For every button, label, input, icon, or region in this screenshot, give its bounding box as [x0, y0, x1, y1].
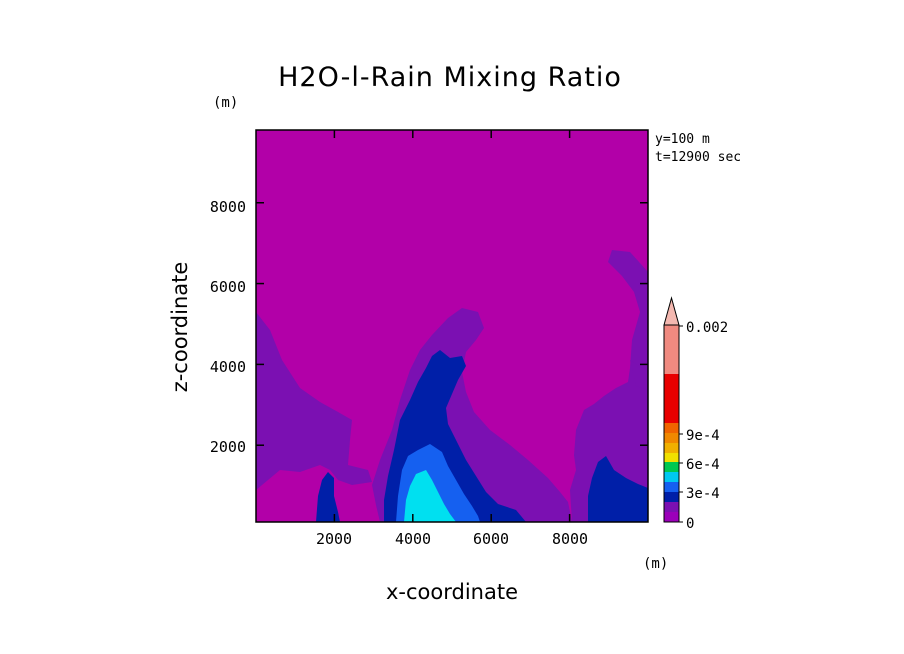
colorbar-frame — [663, 324, 680, 523]
y-tick-label-2000: 2000 — [210, 438, 246, 456]
chart-title: H2O-l-Rain Mixing Ratio — [278, 62, 622, 93]
colorbar-label-3e-4: 3e-4 — [686, 486, 720, 502]
colorbar-label-6e-4: 6e-4 — [686, 457, 720, 473]
colorbar-segment-9 — [664, 423, 679, 433]
y-tick-label-8000: 8000 — [210, 198, 246, 216]
contour-level-2-left-spike — [316, 472, 340, 522]
colorbar-segment-0 — [664, 512, 679, 522]
x-tick-label-4000: 4000 — [395, 530, 431, 548]
colorbar — [663, 296, 683, 523]
colorbar-extend-triangle — [663, 296, 680, 326]
x-unit-label: (m) — [643, 556, 668, 572]
colorbar-segment-3 — [664, 482, 679, 492]
y-tick-label-6000: 6000 — [210, 278, 246, 296]
axis-ticks — [256, 130, 648, 522]
contour-field — [256, 130, 648, 522]
colorbar-segment-7 — [664, 443, 679, 453]
contour-level-1-right — [570, 250, 648, 522]
contour-level-4 — [404, 470, 456, 522]
colorbar-segment-6 — [664, 453, 679, 462]
colorbar-label-0.002: 0.002 — [686, 320, 728, 336]
contour-level-2-right — [588, 456, 648, 522]
colorbar-segment-1 — [664, 502, 679, 512]
contour-level-1-left — [256, 312, 372, 490]
x-tick-label-6000: 6000 — [473, 530, 509, 548]
contour-level-1-top-right — [630, 360, 648, 390]
colorbar-label-9e-4: 9e-4 — [686, 428, 720, 444]
info-time-value: t=12900 sec — [655, 150, 741, 165]
colorbar-segment-10 — [664, 374, 679, 423]
colorbar-segment-2 — [664, 492, 679, 502]
plot-frame — [255, 129, 649, 523]
info-y-value: y=100 m — [655, 132, 710, 147]
y-axis-title: z-coordinate — [168, 262, 192, 393]
colorbar-labels: 0.002 9e-4 6e-4 3e-4 0 — [686, 320, 728, 532]
x-tick-label-2000: 2000 — [316, 530, 352, 548]
x-tick-label-8000: 8000 — [552, 530, 588, 548]
y-tick-label-4000: 4000 — [210, 358, 246, 376]
x-axis-title: x-coordinate — [386, 580, 518, 604]
colorbar-segment-11 — [664, 325, 679, 374]
y-unit-label: (m) — [213, 95, 238, 111]
colorbar-segment-8 — [664, 433, 679, 443]
colorbar-segment-4 — [664, 472, 679, 482]
colorbar-segment-5 — [664, 462, 679, 472]
colorbar-label-0: 0 — [686, 516, 694, 532]
